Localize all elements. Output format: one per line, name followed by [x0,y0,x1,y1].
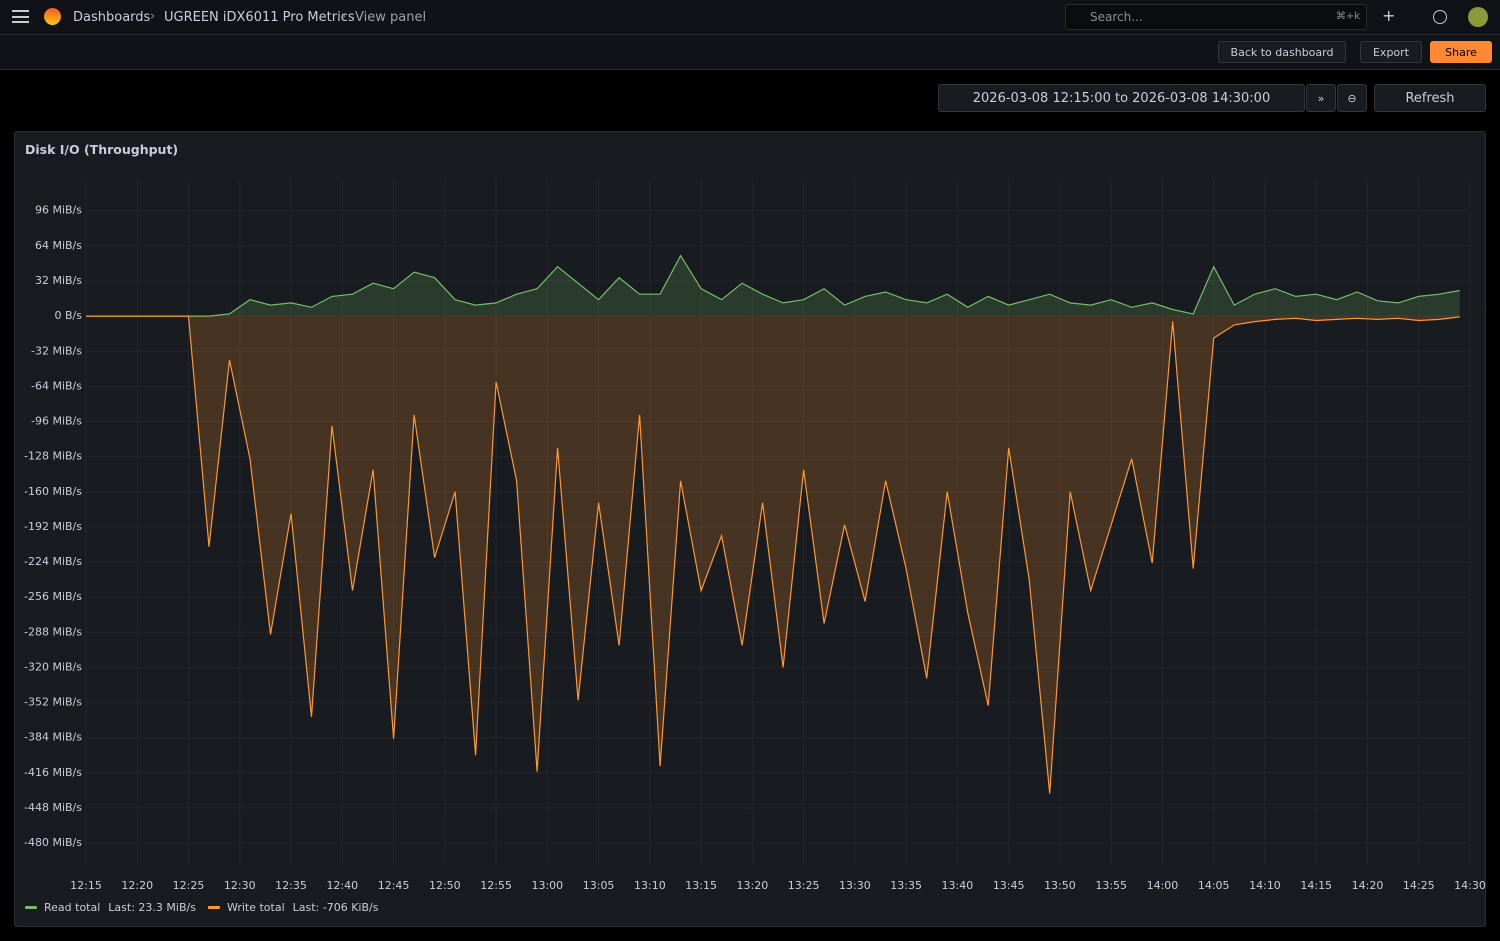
add-button[interactable]: + [1382,6,1396,25]
series-area [86,316,1460,794]
y-tick-label: -192 MiB/s [24,520,82,533]
share-label: Share [1445,45,1477,59]
x-tick-label: 14:15 [1300,879,1332,892]
separator: › [341,9,347,24]
x-tick-label: 12:55 [480,879,512,892]
legend-name: Write total [227,901,285,914]
legend-last: Last: -706 KiB/s [293,901,379,914]
top-bar: Dashboards › UGREEN iDX6011 Pro Metrics … [0,0,1500,35]
x-tick-label: 14:00 [1147,879,1179,892]
refresh-label: Refresh [1405,90,1455,106]
breadcrumb[interactable]: UGREEN iDX6011 Pro Metrics [164,10,355,25]
x-tick-label: 12:20 [121,879,153,892]
y-tick-label: -128 MiB/s [24,450,82,463]
zoom-out[interactable]: ⊖ [1337,84,1367,112]
y-tick-label: -416 MiB/s [24,766,82,779]
breadcrumb[interactable]: Dashboards [73,10,151,25]
x-tick-label: 12:15 [70,879,102,892]
refresh-button[interactable]: Refresh [1374,84,1486,112]
time-range: 2026-03-08 12:15:00 to 2026-03-08 14:30:… [972,90,1271,106]
x-tick-label: 12:50 [429,879,461,892]
x-tick-label: 12:40 [326,879,358,892]
x-tick-label: 12:35 [275,879,307,892]
y-tick-label: 0 B/s [55,309,83,322]
search-placeholder: Search... [1090,10,1143,24]
legend-swatch [207,906,220,909]
y-tick-label: -32 MiB/s [31,344,82,357]
y-tick-label: 64 MiB/s [35,239,82,252]
x-tick-label: 14:20 [1352,879,1384,892]
legend-name: Read total [44,901,100,914]
help-button[interactable] [1433,10,1447,24]
separator: › [150,9,156,24]
search-box[interactable]: Search... ⌘+k [1065,4,1367,30]
y-tick-label: -288 MiB/s [24,625,82,638]
x-tick-label: 13:10 [634,879,666,892]
x-tick-label: 12:25 [173,879,205,892]
time-picker[interactable]: 2026-03-08 12:15:00 to 2026-03-08 14:30:… [938,84,1305,112]
back-button[interactable]: Back to dashboard [1218,41,1346,63]
x-tick-label: 13:20 [737,879,769,892]
legend-swatch [25,906,37,909]
shortcut: ⌘+k [1335,11,1360,22]
y-tick-label: -320 MiB/s [24,660,82,673]
x-tick-label: 12:30 [224,879,256,892]
x-tick-label: 14:25 [1403,879,1435,892]
export-button[interactable]: Export [1360,41,1422,63]
breadcrumb: View panel [355,10,427,25]
x-tick-label: 13:25 [788,879,820,892]
y-tick-label: -64 MiB/s [31,379,82,392]
x-tick-label: 13:45 [993,879,1025,892]
x-tick-label: 14:05 [1198,879,1230,892]
share-button[interactable]: Share [1430,41,1492,63]
menu-button[interactable] [12,10,29,23]
y-tick-label: -160 MiB/s [24,485,82,498]
y-tick-label: -480 MiB/s [24,836,82,849]
y-tick-label: -224 MiB/s [24,555,82,568]
x-tick-label: 14:10 [1249,879,1281,892]
series-area [86,255,1460,317]
x-tick-label: 13:35 [890,879,922,892]
y-tick-label: -384 MiB/s [24,731,82,744]
panel-title: Disk I/O (Throughput) [25,142,179,157]
x-tick-label: 13:00 [531,879,563,892]
x-tick-label: 13:40 [942,879,974,892]
y-tick-label: -256 MiB/s [24,590,82,603]
logo[interactable] [44,8,61,25]
x-tick-label: 13:15 [685,879,717,892]
panel: Disk I/O (Throughput) [14,131,1486,927]
series-line [86,254,1460,317]
y-tick-label: 96 MiB/s [35,204,82,217]
x-tick-label: 13:30 [839,879,871,892]
x-tick-label: 13:50 [1044,879,1076,892]
y-tick-label: -448 MiB/s [24,801,82,814]
avatar[interactable] [1468,7,1488,27]
x-tick-label: 13:05 [583,879,615,892]
legend-last: Last: 23.3 MiB/s [108,901,196,914]
x-tick-label: 13:55 [1095,879,1127,892]
export-label: Export [1372,45,1409,59]
x-tick-label: 14:30 [1454,879,1486,892]
y-tick-label: -96 MiB/s [31,415,82,428]
y-tick-label: 32 MiB/s [35,274,82,287]
x-tick-label: 12:45 [378,879,410,892]
series-line [86,315,1460,794]
shift-forward[interactable]: » [1306,84,1336,112]
y-tick-label: -352 MiB/s [24,696,82,709]
toolbar: Back to dashboard Export Share [0,35,1500,70]
back-label: Back to dashboard [1230,45,1334,59]
